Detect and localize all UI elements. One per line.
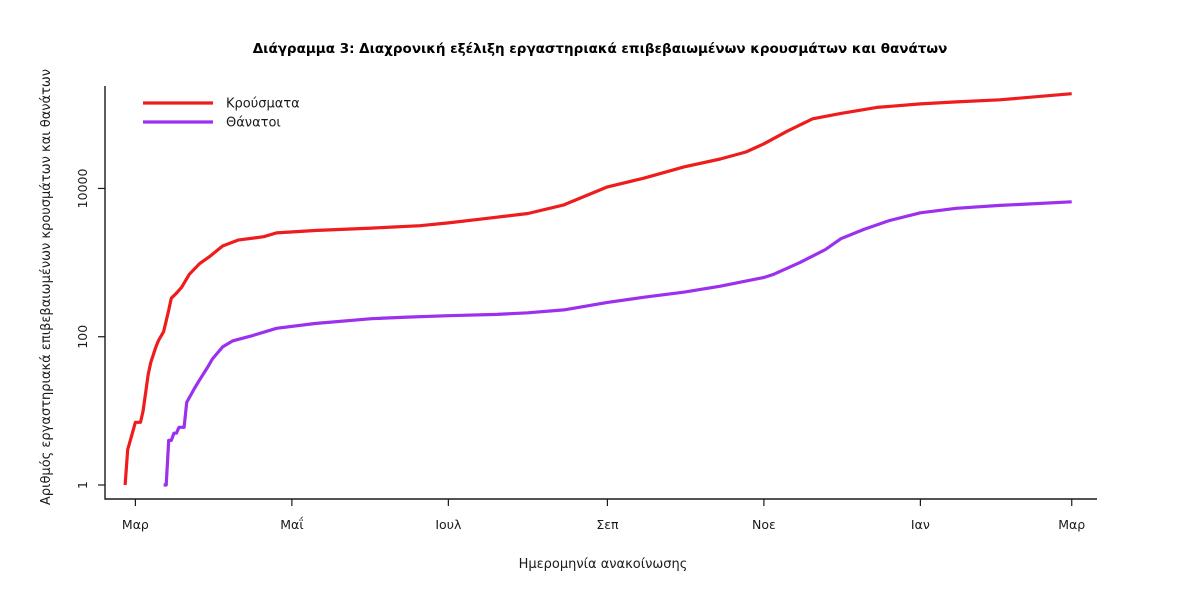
x-tick-label: Σεπ <box>596 517 619 532</box>
legend-label: Θάνατοι <box>226 116 281 131</box>
y-tick-label: 10000 <box>75 169 90 209</box>
series-layer <box>123 92 1072 487</box>
x-tick-label: Ιαν <box>911 517 930 532</box>
y-tick-label: 1 <box>75 481 90 489</box>
legend-label: Κρούσματα <box>226 97 300 112</box>
y-axis-label: Αριθμός εργαστηριακά επιβεβαιωμένων κρου… <box>39 69 54 505</box>
x-tick-label: Ιουλ <box>435 517 462 532</box>
x-tick-label: Νοε <box>752 517 776 532</box>
y-tick-label: 100 <box>75 325 90 349</box>
x-tick-label: Μαρ <box>122 517 149 532</box>
x-tick-label: Μαΐ <box>280 517 303 532</box>
legend: Κρούσματα Θάνατοι <box>143 97 300 131</box>
axes: 1 100 10000 Μαρ Μαΐ Ιουλ Σεπ Νοε Ιαν Μαρ <box>75 86 1097 532</box>
chart-title: Διάγραμμα 3: Διαχρονική εξέλιξη εργαστηρ… <box>253 41 948 57</box>
series-line-deaths <box>163 200 1072 487</box>
series-line-cases <box>123 92 1072 486</box>
x-tick-label: Μαρ <box>1058 517 1085 532</box>
x-axis-label: Ημερομηνία ανακοίνωσης <box>519 557 688 572</box>
axis-frame <box>104 86 1097 500</box>
